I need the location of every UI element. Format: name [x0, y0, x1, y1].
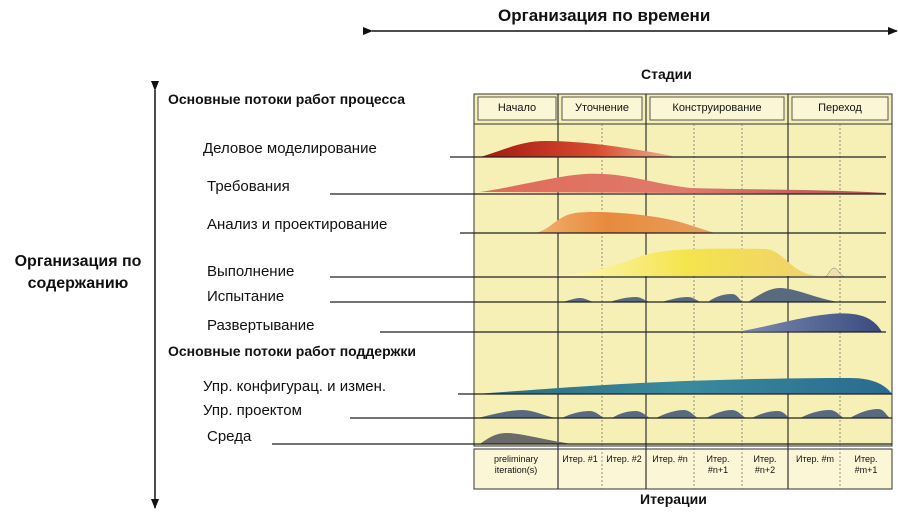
phase-cell-construction [649, 96, 785, 121]
iteration-label-m-plus-1: Итер. #m+1 [854, 454, 878, 475]
workflow-label-requirements: Требования [207, 178, 290, 195]
iteration-label-n: Итер. #n [652, 454, 688, 464]
curve-environment [480, 433, 572, 444]
curve-business-modeling [480, 141, 672, 157]
curve-implementation [554, 248, 820, 276]
curve-requirements [480, 173, 886, 194]
iteration-label-2: Итер. #2 [606, 454, 642, 464]
workflow-label-analysis-design: Анализ и проектирование [207, 216, 388, 233]
workflow-label-business-modeling: Деловое моделирование [203, 140, 377, 157]
phase-label-elaboration: Уточнение [574, 102, 630, 114]
group-process-title: Основные потоки работ процесса [168, 91, 405, 107]
iteration-label-n-plus-1: Итер. #n+1 [706, 454, 730, 475]
workflow-label-environment: Среда [207, 428, 252, 445]
workflow-label-test: Испытание [207, 288, 285, 305]
phase-label-construction: Конструирование [672, 102, 762, 114]
time-axis-title: Организация по времени [498, 6, 711, 25]
iterations-title: Итерации [640, 491, 707, 507]
curve-configuration-management [474, 378, 892, 394]
curve-test [562, 288, 838, 302]
curve-project-management [478, 409, 890, 418]
phase-label-inception: Начало [497, 102, 537, 114]
workflow-label-configuration: Упр. конфигурац. и измен. [203, 378, 387, 395]
curve-analysis-design [534, 212, 716, 233]
curve-implementation-tail [823, 267, 847, 278]
iteration-row [473, 448, 893, 490]
iteration-label-n-plus-2: Итер. #n+2 [753, 454, 777, 475]
workflow-label-deployment: Развертывание [207, 317, 315, 334]
curve-deployment [742, 313, 882, 332]
workflow-label-implementation: Выполнение [207, 263, 295, 280]
content-axis-title: Организация по содержанию [14, 253, 142, 292]
iteration-label-m: Итер. #m [795, 454, 834, 464]
phase-cell-transition [791, 96, 889, 121]
iteration-label-1: Итер. #1 [562, 454, 598, 464]
phase-label-transition: Переход [818, 102, 862, 114]
group-support-title: Основные потоки работ поддержки [168, 343, 416, 359]
iteration-label-preliminary: preliminary iteration(s) [493, 454, 538, 475]
stages-title: Стадии [641, 66, 692, 82]
workflow-label-project-management: Упр. проектом [203, 402, 302, 419]
phase-cell-elaboration [561, 96, 643, 121]
phase-cell-inception [477, 96, 557, 121]
